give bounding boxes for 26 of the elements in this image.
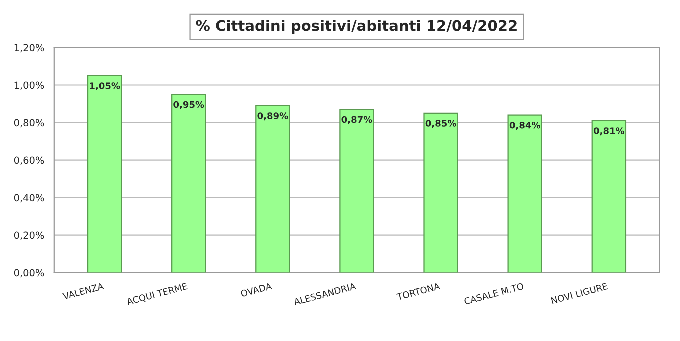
data-label: 0,89% (258, 112, 288, 121)
y-tick-label: 1,20% (14, 44, 44, 53)
bar (256, 105, 290, 273)
chart-title: % Cittadini positivi/abitanti 12/04/2022 (196, 20, 517, 34)
data-label: 0,85% (426, 120, 456, 128)
y-tick-label: 0,40% (14, 194, 44, 203)
y-tick-label: 0,00% (14, 269, 44, 278)
y-tick-label: 0,60% (14, 156, 44, 166)
bar (424, 112, 458, 273)
y-tick-label: 0,20% (14, 232, 44, 240)
data-label: 0,81% (594, 128, 625, 136)
x-tick-label: OVADA (240, 282, 272, 298)
bar (340, 109, 374, 273)
bar (508, 114, 542, 273)
x-tick-label: ACQUI TERME (126, 282, 188, 306)
bar (592, 120, 627, 273)
x-tick-label: CASALE M.TO (464, 282, 524, 306)
y-tick-label: 1,00% (14, 82, 44, 90)
data-label: 0,95% (174, 101, 204, 110)
y-tick-label: 0,80% (14, 119, 44, 128)
x-tick-label: NOVI LIGURE (551, 282, 608, 304)
data-label: 1,05% (90, 82, 120, 91)
bar (172, 94, 206, 273)
data-label: 0,84% (510, 122, 540, 130)
bar (87, 75, 122, 273)
data-label: 0,87% (342, 116, 372, 124)
